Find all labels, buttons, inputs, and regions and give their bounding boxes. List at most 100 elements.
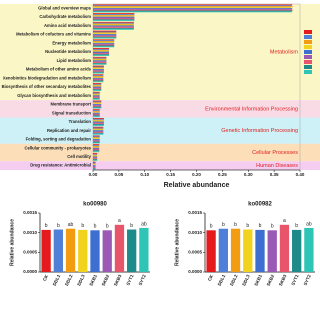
bar xyxy=(304,227,314,272)
bar xyxy=(93,25,134,27)
bar xyxy=(93,54,110,56)
bar xyxy=(93,17,135,19)
bar xyxy=(93,106,102,108)
category-label: Xenobiotics biodegradation and metabolis… xyxy=(3,75,91,80)
bar xyxy=(93,30,117,32)
bar xyxy=(93,21,134,23)
category-label: Energy metabolism xyxy=(52,40,91,45)
bar xyxy=(93,78,104,80)
bar xyxy=(93,150,100,152)
bar xyxy=(93,52,110,54)
x-tick-label: 0.35 xyxy=(270,172,279,177)
bar xyxy=(93,33,117,35)
y-tick-label: 0.0000 xyxy=(188,269,202,274)
bar xyxy=(93,48,110,49)
bar xyxy=(93,61,107,63)
bar xyxy=(93,158,98,160)
bar xyxy=(93,7,292,8)
significance-letter: b xyxy=(295,223,298,229)
group-label: Metabolism xyxy=(270,50,299,56)
bar xyxy=(93,119,104,121)
category-label: Global and overview maps xyxy=(38,5,91,10)
bar xyxy=(93,153,98,155)
bar xyxy=(93,115,100,117)
bar xyxy=(93,6,293,8)
bar xyxy=(93,14,135,15)
bar xyxy=(93,120,104,122)
bar xyxy=(93,91,100,93)
bar xyxy=(93,51,110,53)
bar xyxy=(93,168,96,170)
bar xyxy=(93,161,96,163)
bar xyxy=(93,69,104,70)
bar xyxy=(93,131,104,133)
x-tick-label: SKB2 xyxy=(266,273,276,286)
bar xyxy=(243,229,253,272)
bar xyxy=(93,103,102,105)
bar xyxy=(93,36,117,38)
significance-letter: b xyxy=(57,223,60,229)
bar xyxy=(93,74,104,76)
bar xyxy=(78,229,88,272)
bar xyxy=(93,104,102,106)
bar xyxy=(93,46,115,48)
bar xyxy=(93,5,292,7)
bar xyxy=(93,133,104,135)
x-tick-label: CK xyxy=(42,273,50,282)
bar xyxy=(93,142,100,144)
bar xyxy=(93,100,102,102)
x-tick-label: SKB1 xyxy=(253,273,263,286)
significance-letter: b xyxy=(130,223,133,229)
category-label: Amino acid metabolism xyxy=(44,23,91,28)
bar xyxy=(93,37,117,39)
bar xyxy=(93,87,102,89)
legend-swatch xyxy=(304,40,312,44)
significance-letter: a xyxy=(283,218,286,224)
bar xyxy=(93,70,104,72)
bar xyxy=(93,7,293,9)
bar xyxy=(93,95,100,97)
bar xyxy=(93,124,104,126)
bar xyxy=(93,96,100,98)
bar xyxy=(93,166,96,168)
bar xyxy=(93,72,104,74)
category-label: Replication and repair xyxy=(47,128,91,133)
x-tick-label: 0.40 xyxy=(296,172,305,177)
bar xyxy=(93,149,100,151)
x-tick-label: DDL2 xyxy=(64,273,74,286)
bar xyxy=(93,39,115,41)
bar xyxy=(93,138,100,140)
bar xyxy=(93,57,107,59)
bar xyxy=(230,228,241,272)
category-label: Lipid metabolism xyxy=(57,58,92,63)
category-label: Cell motility xyxy=(67,154,91,159)
significance-letter: b xyxy=(81,223,84,229)
bar xyxy=(93,165,96,167)
bar xyxy=(93,75,104,77)
bar xyxy=(93,63,107,65)
bar xyxy=(93,145,100,147)
bar xyxy=(93,111,100,113)
significance-letter: b xyxy=(222,222,225,228)
bar xyxy=(206,230,216,272)
bar xyxy=(93,86,102,88)
significance-letter: b xyxy=(106,224,109,230)
category-label: Metabolism of cofactors and vitamins xyxy=(16,32,92,37)
bar xyxy=(93,167,96,169)
legend-swatch xyxy=(304,30,312,34)
bar xyxy=(93,56,107,58)
x-tick-label: 0.00 xyxy=(89,172,98,177)
bar xyxy=(93,71,104,73)
chart-title: ko00982 xyxy=(248,202,272,208)
bar xyxy=(93,48,110,50)
bar xyxy=(93,114,100,116)
x-tick-label: 0.15 xyxy=(166,172,175,177)
bar xyxy=(93,83,102,84)
bar xyxy=(93,40,115,42)
bar xyxy=(93,42,115,43)
bar xyxy=(93,23,134,25)
bar xyxy=(93,152,98,154)
bar xyxy=(292,229,302,272)
bar xyxy=(93,35,117,37)
